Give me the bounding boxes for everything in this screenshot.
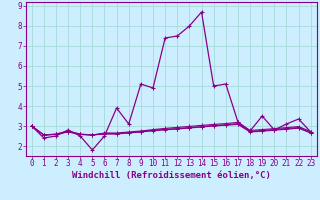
X-axis label: Windchill (Refroidissement éolien,°C): Windchill (Refroidissement éolien,°C) <box>72 171 271 180</box>
